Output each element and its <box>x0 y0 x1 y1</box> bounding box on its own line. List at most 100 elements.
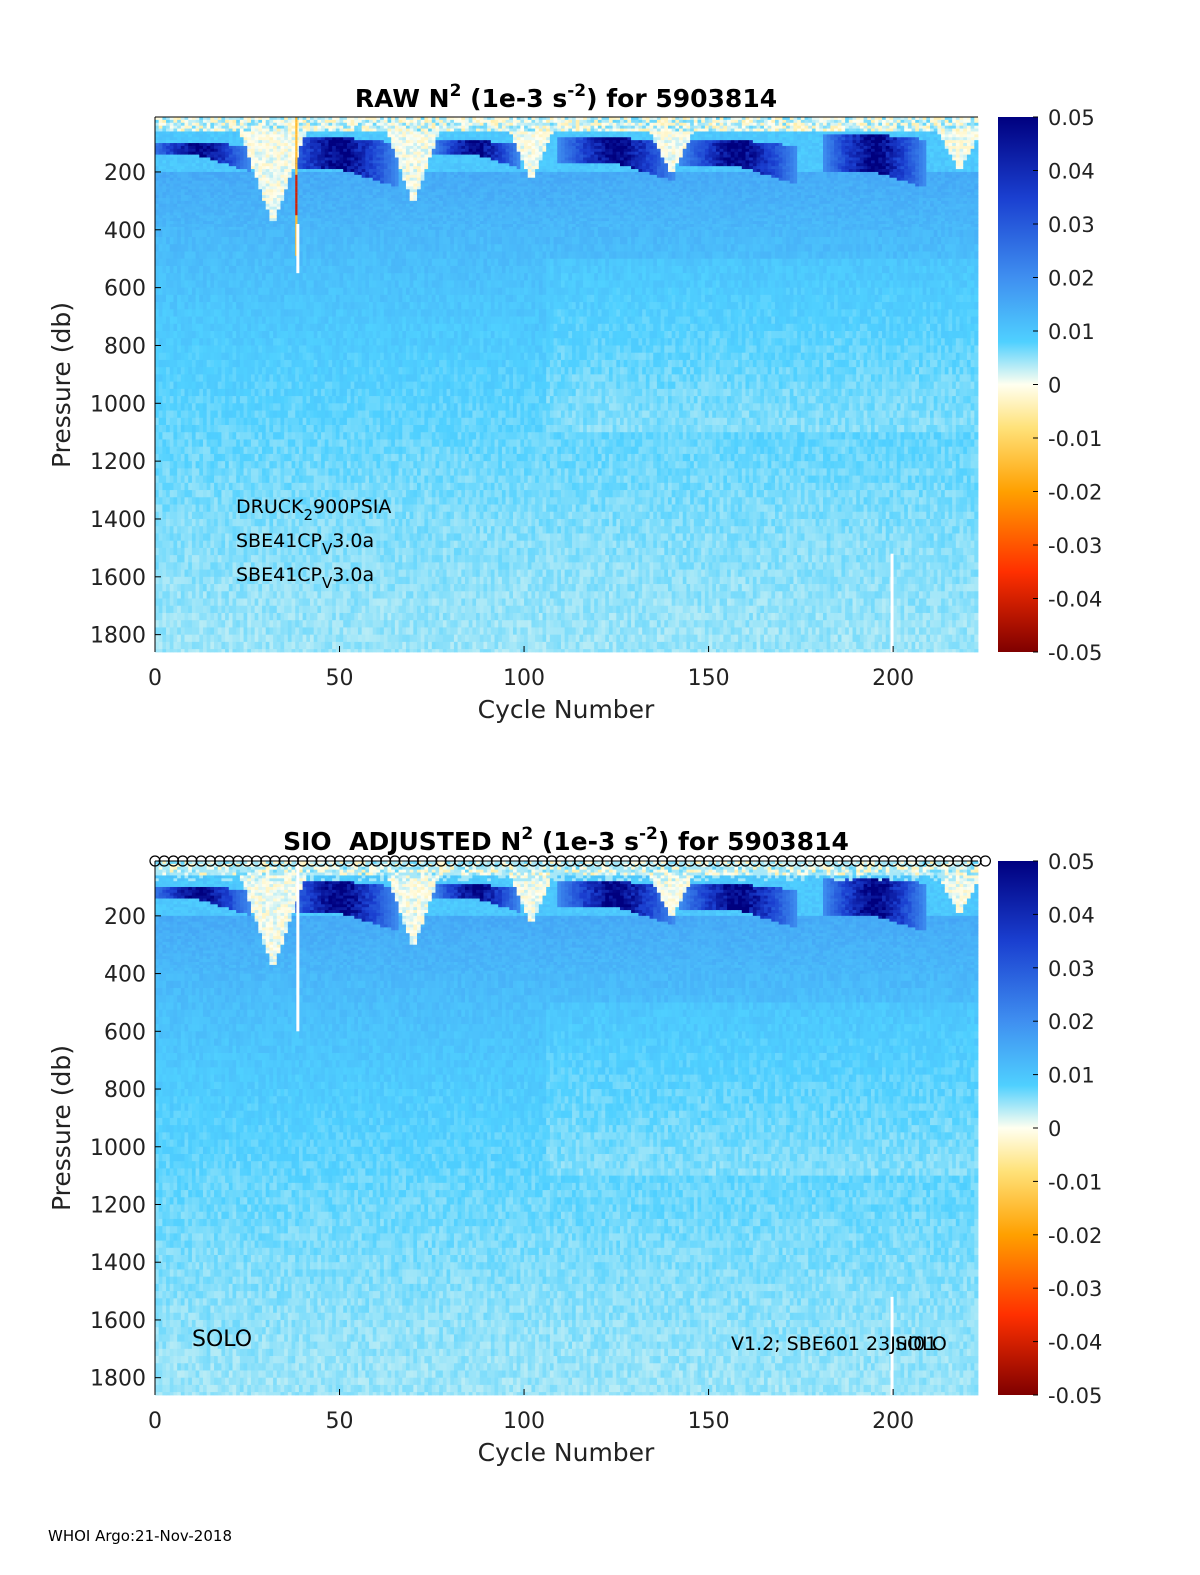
heatmap-cell <box>177 447 181 455</box>
heatmap-cell <box>229 317 233 325</box>
heatmap-cell <box>229 149 233 152</box>
heatmap-cell <box>207 476 211 484</box>
heatmap-cell <box>258 175 262 178</box>
heatmap-cell <box>192 425 196 433</box>
heatmap-cell <box>162 244 166 252</box>
heatmap-cell <box>251 181 255 184</box>
heatmap-cell <box>188 345 192 353</box>
heatmap-cell <box>233 649 237 652</box>
heatmap-cell <box>166 432 170 440</box>
heatmap-cell <box>188 468 192 476</box>
heatmap-cell <box>159 642 163 650</box>
heatmap-cell <box>159 146 163 149</box>
heatmap-cell <box>218 324 222 332</box>
heatmap-cell <box>251 591 255 599</box>
heatmap-cell <box>229 461 233 469</box>
heatmap-cell <box>233 599 237 607</box>
heatmap-cell <box>233 157 237 160</box>
heatmap-cell <box>233 224 237 227</box>
heatmap-cell <box>214 123 218 126</box>
heatmap-cell <box>196 490 200 498</box>
heatmap-cell <box>177 562 181 570</box>
heatmap-cell <box>177 212 181 215</box>
heatmap-cell <box>258 160 262 163</box>
heatmap-cell <box>196 212 200 215</box>
heatmap-cell <box>218 192 222 195</box>
heatmap-cell <box>159 338 163 346</box>
heatmap-cell <box>192 555 196 563</box>
heatmap-cell <box>240 163 244 166</box>
heatmap-cell <box>225 649 229 652</box>
heatmap-cell <box>177 198 181 201</box>
heatmap-cell <box>229 353 233 361</box>
heatmap-cell <box>221 169 225 172</box>
heatmap-cell <box>199 360 203 368</box>
heatmap-cell <box>188 389 192 397</box>
heatmap-cell <box>229 189 233 192</box>
heatmap-cell <box>247 230 251 238</box>
heatmap-cell <box>251 454 255 462</box>
heatmap-cell <box>162 454 166 462</box>
heatmap-cell <box>199 123 203 126</box>
heatmap-cell <box>192 382 196 390</box>
heatmap-cell <box>221 181 225 184</box>
heatmap-cell <box>210 577 214 585</box>
heatmap-cell <box>181 461 185 469</box>
heatmap-cell <box>207 201 211 204</box>
heatmap-cell <box>221 461 225 469</box>
heatmap-cell <box>192 201 196 204</box>
heatmap-cell <box>192 204 196 207</box>
heatmap-cell <box>199 461 203 469</box>
heatmap-cell <box>185 533 189 541</box>
heatmap-cell <box>207 181 211 184</box>
heatmap-cell <box>210 555 214 563</box>
heatmap-cell <box>255 186 259 189</box>
heatmap-cell <box>247 143 251 146</box>
heatmap-cell <box>192 251 196 259</box>
heatmap-cell <box>255 172 259 175</box>
heatmap-cell <box>170 468 174 476</box>
heatmap-cell <box>170 186 174 189</box>
heatmap-cell <box>181 476 185 484</box>
heatmap-cell <box>166 447 170 455</box>
heatmap-cell <box>166 367 170 375</box>
heatmap-cell <box>255 599 259 607</box>
heatmap-cell <box>214 599 218 607</box>
heatmap-cell <box>240 155 244 158</box>
heatmap-cell <box>203 129 207 132</box>
heatmap-cell <box>210 230 214 238</box>
heatmap-cell <box>229 606 233 614</box>
heatmap-cell <box>166 324 170 332</box>
heatmap-cell <box>181 123 185 126</box>
heatmap-cell <box>255 218 259 221</box>
heatmap-cell <box>218 548 222 556</box>
heatmap-cell <box>203 533 207 541</box>
heatmap-cell <box>214 519 218 527</box>
heatmap-cell <box>233 140 237 143</box>
heatmap-cell <box>203 230 207 238</box>
heatmap-cell <box>188 157 192 160</box>
heatmap-cell <box>155 157 159 160</box>
heatmap-cell <box>247 149 251 152</box>
heatmap-cell <box>192 172 196 175</box>
heatmap-cell <box>162 432 166 440</box>
heatmap-cell <box>229 224 233 227</box>
heatmap-cell <box>218 512 222 520</box>
heatmap-cell <box>170 215 174 218</box>
heatmap-cell <box>233 172 237 175</box>
heatmap-cell <box>181 181 185 184</box>
heatmap-cell <box>225 251 229 259</box>
heatmap-cell <box>229 642 233 650</box>
heatmap-cell <box>258 210 262 213</box>
heatmap-cell <box>173 230 177 238</box>
heatmap-cell <box>173 224 177 227</box>
heatmap-cell <box>207 396 211 404</box>
heatmap-cell <box>166 126 170 129</box>
heatmap-cell <box>210 137 214 140</box>
heatmap-cell <box>177 273 181 281</box>
heatmap-cell <box>229 160 233 163</box>
heatmap-cell <box>262 215 266 218</box>
heatmap-cell <box>177 627 181 635</box>
heatmap-cell <box>170 432 174 440</box>
heatmap-cell <box>181 338 185 346</box>
